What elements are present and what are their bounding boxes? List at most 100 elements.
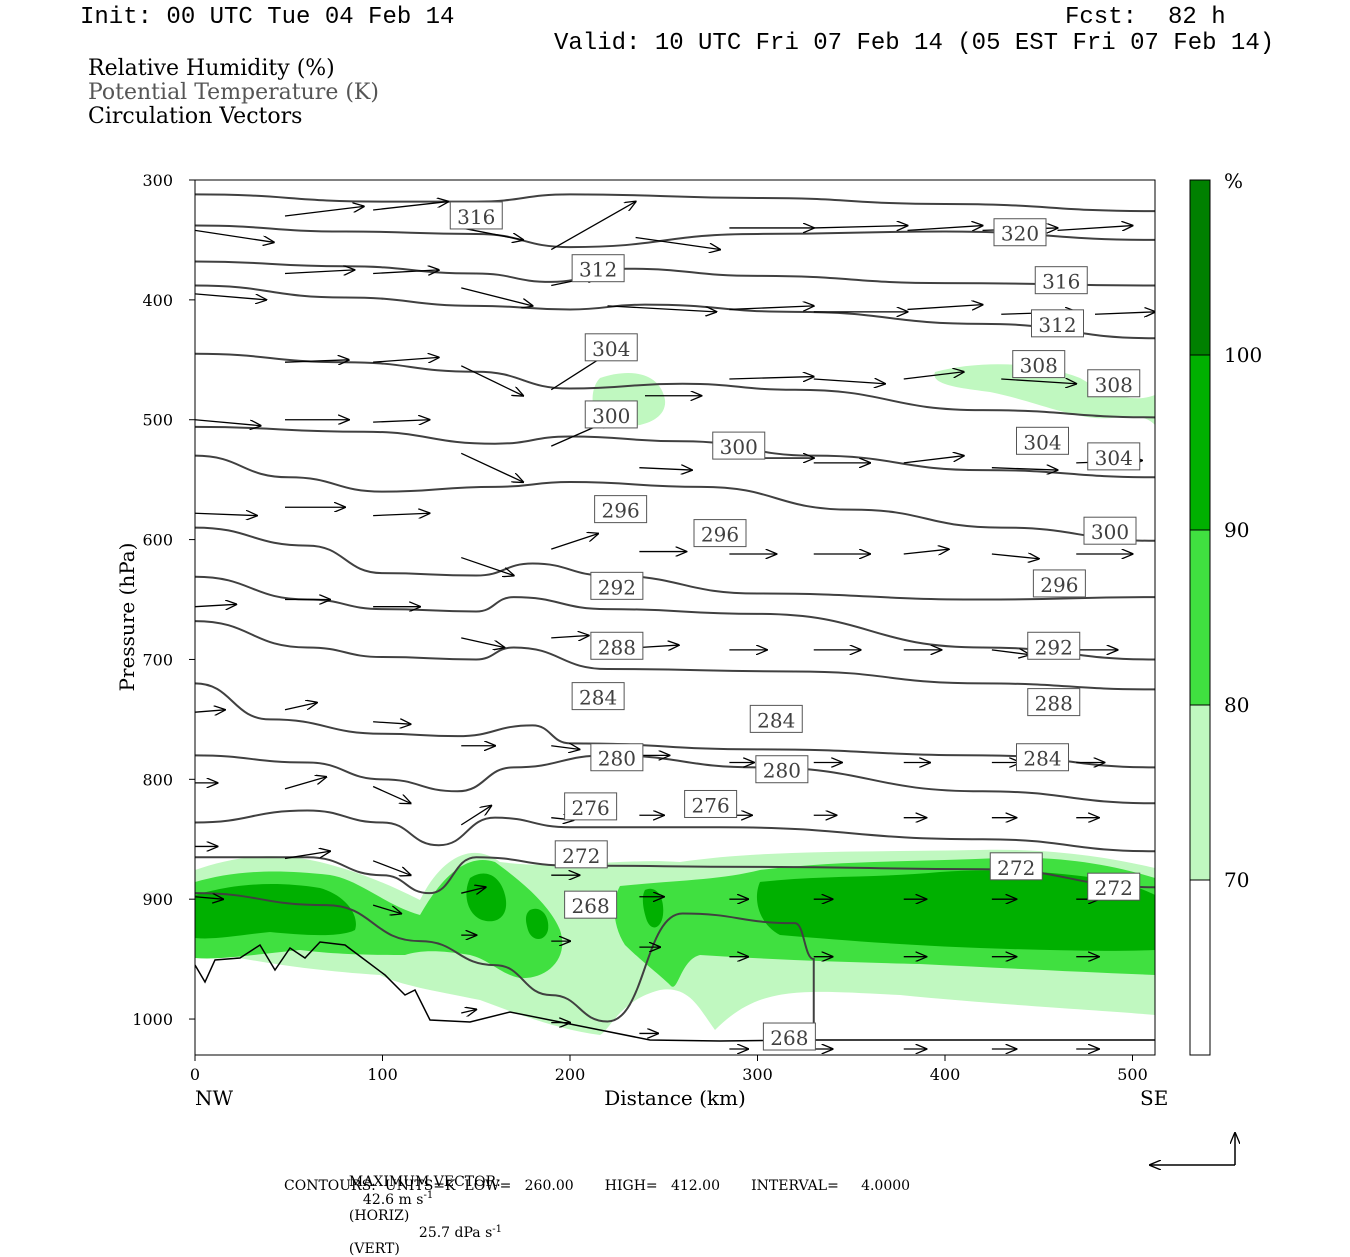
theta-contour-line	[195, 352, 1155, 419]
theta-contour-line	[195, 260, 1155, 287]
svg-text:280: 280	[763, 759, 801, 783]
circulation-vector	[284, 206, 364, 217]
circulation-vector	[813, 379, 885, 384]
circulation-vector	[551, 635, 589, 637]
circulation-vector	[373, 202, 448, 211]
theta-label: 292	[590, 571, 644, 600]
theta-label: 300	[584, 400, 638, 429]
circulation-vector	[373, 357, 439, 362]
terrain-line	[195, 941, 1155, 1042]
theta-label: 308	[1012, 350, 1066, 379]
circulation-vector	[372, 860, 411, 875]
theta-contour-line	[195, 809, 1155, 853]
svg-text:308: 308	[1020, 354, 1058, 378]
svg-text:312: 312	[579, 258, 617, 282]
theta-label: 276	[684, 789, 738, 818]
circulation-vector	[903, 549, 949, 554]
circulation-vector	[460, 365, 523, 396]
circulation-vector	[284, 777, 326, 790]
valid-time: Valid: 10 UTC Fri 07 Feb 14 (05 EST Fri …	[554, 30, 1275, 57]
field-theta-label: Potential Temperature (K)	[88, 80, 379, 105]
x-end-label: SE	[1140, 1086, 1168, 1110]
theta-label: 272	[989, 852, 1043, 881]
colorbar-90	[1190, 355, 1210, 530]
colorbar: % 100 90 80 70	[1189, 169, 1262, 1056]
circulation-vector	[607, 305, 717, 312]
svg-text:300: 300	[1091, 520, 1129, 544]
circulation-vector	[460, 452, 523, 482]
circulation-vector	[991, 468, 1058, 470]
theta-label: 316	[1034, 266, 1088, 295]
theta-label: 304	[1016, 426, 1069, 455]
svg-text:284: 284	[579, 686, 617, 710]
svg-text:292: 292	[598, 575, 636, 599]
rh-90-core-mid2	[525, 908, 549, 939]
theta-label: 308	[1087, 369, 1141, 398]
circulation-vector	[373, 270, 439, 274]
theta-contour-line	[195, 892, 815, 1050]
svg-text:268: 268	[572, 894, 610, 918]
circulation-vector	[373, 420, 429, 422]
forecast-label: Fcst:	[1065, 4, 1138, 31]
x-tick-label: 400	[930, 1065, 961, 1084]
circulation-vector	[195, 710, 225, 712]
colorbar-level-80: 80	[1224, 693, 1249, 717]
circulation-vector	[373, 722, 411, 724]
svg-text:296: 296	[602, 499, 640, 523]
circulation-vector	[551, 534, 598, 550]
circulation-vector	[1057, 226, 1133, 231]
y-tick-label: 800	[142, 770, 173, 789]
theta-label: 304	[1087, 442, 1141, 471]
svg-text:268: 268	[770, 1026, 808, 1050]
svg-text:300: 300	[720, 435, 758, 459]
svg-text:304: 304	[592, 337, 630, 361]
colorbar-level-100: 100	[1224, 343, 1262, 367]
x-axis: 0 100 200 300 400 500	[190, 1055, 1148, 1084]
svg-text:276: 276	[572, 796, 610, 820]
circulation-vector	[903, 456, 964, 464]
colorbar-level-70: 70	[1224, 868, 1249, 892]
circulation-vector	[195, 897, 223, 899]
theta-label: 284	[1016, 743, 1069, 772]
y-tick-label: 900	[142, 890, 173, 909]
theta-label: 276	[564, 792, 618, 821]
y-tick-label: 300	[142, 171, 173, 190]
theta-label: 272	[554, 840, 608, 869]
svg-text:284: 284	[757, 708, 795, 732]
rh-90-core-left	[195, 884, 356, 939]
y-tick-label: 500	[142, 411, 173, 430]
svg-text:272: 272	[997, 856, 1035, 880]
colorbar-80	[1190, 530, 1210, 705]
colorbar-frame	[1189, 179, 1211, 1056]
circulation-vector	[461, 887, 485, 893]
svg-text:272: 272	[1095, 876, 1133, 900]
svg-text:288: 288	[598, 635, 636, 659]
field-rh-label: Relative Humidity (%)	[88, 56, 335, 81]
circulation-vector	[195, 513, 257, 515]
svg-text:272: 272	[562, 844, 600, 868]
circulation-vector	[195, 229, 274, 242]
max-vector-horiz-suffix: (HORIZ)	[348, 1207, 410, 1224]
theta-contour-line	[195, 754, 1155, 805]
max-vector-vert: 25.7 dPa s	[418, 1225, 493, 1242]
theta-contour-line	[195, 284, 1155, 340]
svg-text:316: 316	[457, 205, 495, 229]
theta-label: 280	[755, 755, 809, 784]
theta-contour-line	[195, 454, 1155, 542]
circulation-vector	[639, 468, 692, 470]
theta-label: 300	[1083, 516, 1137, 545]
x-tick-label: 500	[1117, 1065, 1148, 1084]
contours-info: CONTOURS: UNITS=K LOW= 260.00 HIGH= 412.…	[284, 1178, 911, 1194]
circulation-vector	[903, 372, 964, 380]
circulation-vector	[284, 360, 349, 362]
circulation-vector	[635, 236, 720, 250]
theta-label: 268	[762, 1022, 816, 1051]
circulation-vector	[195, 604, 236, 606]
x-tick-label: 200	[555, 1065, 586, 1084]
circulation-vector	[991, 554, 1039, 559]
y-axis-title: Pressure (hPa)	[115, 543, 139, 692]
circulation-vector	[1094, 312, 1155, 314]
svg-text:280: 280	[598, 747, 636, 771]
